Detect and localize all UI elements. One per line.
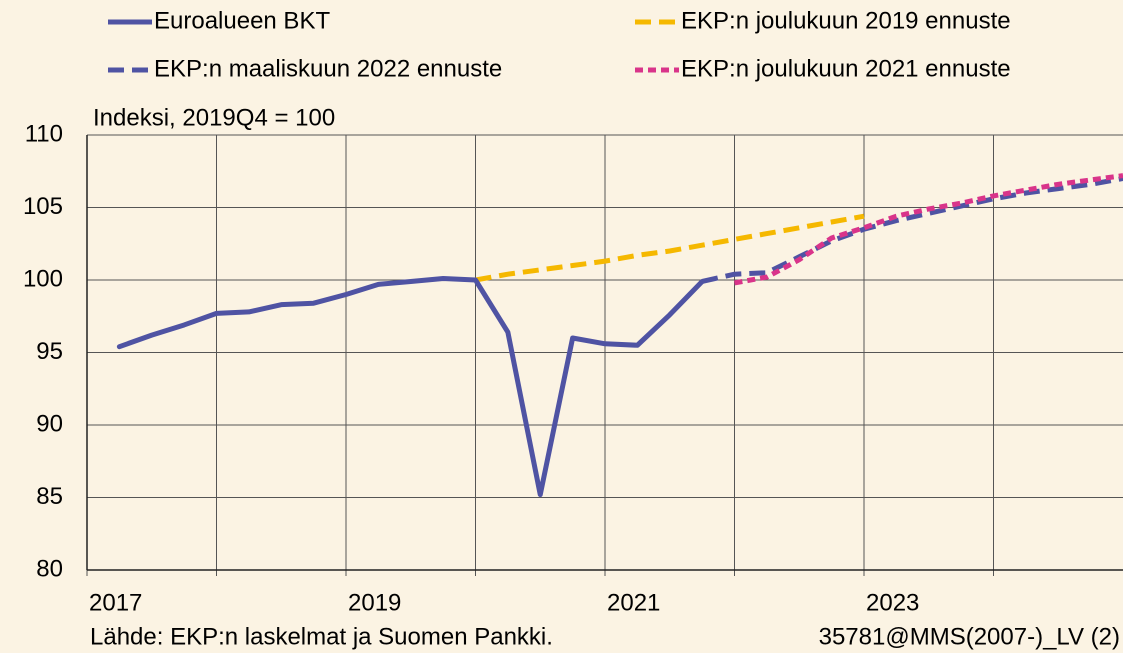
series-line [475,213,865,283]
y-tick-label: 95 [36,338,63,365]
legend-label: EKP:n maaliskuun 2022 ennuste [154,55,502,82]
series-line [701,176,1123,284]
y-tick-label: 80 [36,555,63,582]
y-axis-label: Indeksi, 2019Q4 = 100 [93,104,335,131]
legend-label: EKP:n joulukuun 2019 ennuste [681,7,1011,34]
x-tick-label: 2017 [89,589,142,616]
y-tick-label: 100 [23,265,63,292]
series-line [116,276,705,498]
y-tick-label: 85 [36,483,63,510]
y-tick-label: 105 [23,193,63,220]
y-tick-label: 110 [25,120,63,147]
source-note: Lähde: EKP:n laskelmat ja Suomen Pankki. [90,623,553,650]
chart-code: 35781@MMS(2007-)_LV (2) [819,623,1120,650]
legend-label: Euroalueen BKT [154,7,330,34]
x-tick-label: 2021 [607,589,660,616]
x-tick-label: 2023 [866,589,919,616]
y-tick-label: 90 [36,410,63,437]
legend-label: EKP:n joulukuun 2021 ennuste [681,55,1011,82]
series-line [734,173,1123,286]
x-tick-label: 2019 [348,589,401,616]
